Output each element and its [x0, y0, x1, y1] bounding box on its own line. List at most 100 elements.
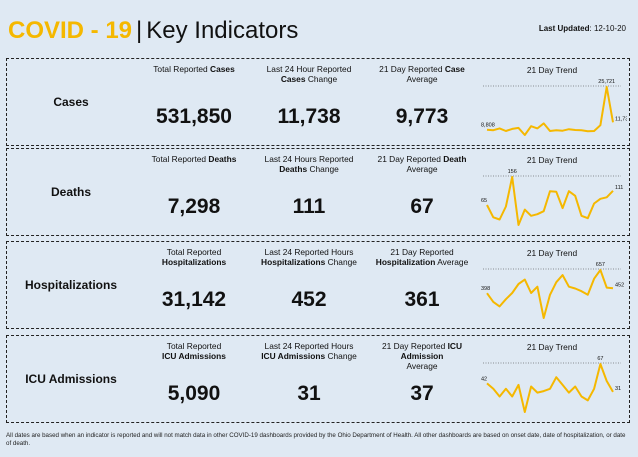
- row-label-icu: ICU Admissions: [25, 372, 117, 386]
- last-updated: Last Updated: 12-10-20: [538, 24, 626, 33]
- hospitalizations-panel: Hospitalizations Total Reported Hospital…: [6, 241, 630, 329]
- trend-peak-label: 67: [597, 356, 603, 362]
- caption-bold: Hospitalization: [375, 257, 436, 267]
- caption-text: Total Reported: [166, 341, 222, 351]
- trend-line: [486, 176, 614, 226]
- cases-change-metric: Last 24 Hour Reported Cases Change 11,73…: [250, 59, 368, 147]
- caption-text: Change: [325, 257, 357, 267]
- caption-bold: Cases: [280, 74, 306, 84]
- caption-text: Average: [406, 74, 438, 84]
- caption-text: Average: [406, 361, 438, 371]
- cases-change-value: 11,738: [277, 105, 341, 128]
- cases-average-value: 9,773: [395, 105, 449, 128]
- caption-text: 21 Day Reported: [377, 154, 444, 164]
- icu-trend: 21 Day Trend 42 67 31: [477, 336, 627, 422]
- deaths-sparkline: 65 156 111: [481, 169, 623, 226]
- cases-sparkline: 8,808 25,721 11,738: [481, 79, 627, 136]
- metric-caption: 21 Day Reported ICU Admission Average: [363, 336, 481, 371]
- icu-total-metric: Total Reported ICU Admissions 5,090: [135, 336, 253, 424]
- caption-text: Total Reported: [166, 247, 222, 257]
- metric-caption: Last 24 Hours Reported Deaths Change: [250, 149, 368, 176]
- trend-caption: 21 Day Trend: [526, 155, 578, 165]
- caption-text: Change: [325, 351, 357, 361]
- caption-text: 21 Day Reported: [390, 247, 454, 257]
- last-updated-label: Last Updated: [538, 24, 590, 33]
- trend-caption: 21 Day Trend: [526, 65, 578, 75]
- deaths-change-metric: Last 24 Hours Reported Deaths Change 111: [250, 149, 368, 237]
- deaths-total-value: 7,298: [167, 195, 221, 218]
- hospitalizations-change-value: 452: [291, 288, 327, 311]
- trend-end-label: 11,738: [615, 116, 627, 122]
- covid-title: COVID - 19: [8, 17, 133, 44]
- icu-average-value: 37: [410, 382, 434, 405]
- caption-text: Last 24 Reported Hours: [264, 341, 354, 351]
- hospitalizations-average-metric: 21 Day Reported Hospitalization Average …: [363, 242, 481, 330]
- trend-line: [486, 86, 614, 136]
- caption-bold: Death: [443, 154, 467, 164]
- metric-caption: Last 24 Reported Hours Hospitalizations …: [250, 242, 368, 269]
- caption-bold: ICU Admissions: [162, 351, 226, 361]
- caption-text: Change: [307, 164, 339, 174]
- caption-text: Change: [305, 74, 338, 84]
- metric-caption: Total Reported Hospitalizations: [135, 242, 253, 269]
- icu-change-metric: Last 24 Reported Hours ICU Admissions Ch…: [250, 336, 368, 424]
- trend-caption: 21 Day Trend: [526, 248, 578, 258]
- icu-average-metric: 21 Day Reported ICU Admission Average 37: [363, 336, 481, 424]
- trend-line: [486, 269, 614, 319]
- trend-caption: 21 Day Trend: [526, 342, 578, 352]
- trend-start-label: 65: [481, 198, 487, 204]
- header: COVID - 19 | Key Indicators Last Updated: …: [8, 16, 630, 50]
- deaths-trend: 21 Day Trend 65 156 111: [477, 149, 627, 235]
- deaths-average-metric: 21 Day Reported Death Average 67: [363, 149, 481, 237]
- trend-line: [486, 363, 614, 413]
- caption-text: Total Reported: [151, 154, 209, 164]
- caption-bold: Hospitalizations: [261, 257, 326, 267]
- row-label-deaths: Deaths: [50, 185, 91, 199]
- metric-caption: Total Reported ICU Admissions: [135, 336, 253, 363]
- trend-start-label: 42: [481, 376, 487, 382]
- metric-caption: Last 24 Hour Reported Cases Change: [250, 59, 368, 86]
- caption-bold: Hospitalizations: [161, 257, 227, 267]
- trend-end-label: 111: [615, 185, 623, 191]
- trend-peak-label: 657: [596, 262, 605, 268]
- trend-peak-label: 156: [508, 169, 517, 175]
- hospitalizations-total-value: 31,142: [161, 288, 227, 311]
- hospitalizations-total-metric: Total Reported Hospitalizations 31,142: [135, 242, 253, 330]
- metric-caption: 21 Day Reported Death Average: [363, 149, 481, 176]
- metric-caption: Last 24 Reported Hours ICU Admissions Ch…: [250, 336, 368, 363]
- caption-text: Last 24 Hours Reported: [264, 154, 354, 164]
- caption-bold: Deaths: [279, 164, 308, 174]
- deaths-panel: Deaths Total Reported Deaths 7,298 Last …: [6, 148, 630, 236]
- title-separator: |: [136, 17, 143, 44]
- caption-text: 21 Day Reported: [381, 341, 448, 351]
- trend-peak-label: 25,721: [598, 79, 615, 85]
- footnote: All dates are based when an indicator is…: [6, 432, 626, 447]
- trend-end-label: 31: [615, 386, 621, 392]
- row-label-hospitalizations: Hospitalizations: [24, 278, 117, 292]
- icu-total-value: 5,090: [167, 382, 221, 405]
- cases-average-metric: 21 Day Reported Case Average 9,773: [363, 59, 481, 147]
- metric-caption: 21 Day Reported Hospitalization Average: [363, 242, 481, 269]
- hospitalizations-trend: 21 Day Trend 398 657 452: [477, 242, 627, 328]
- metric-caption: 21 Day Reported Case Average: [363, 59, 481, 86]
- caption-bold: Case: [444, 64, 465, 74]
- last-updated-value: 12-10-20: [593, 24, 626, 33]
- trend-start-label: 8,808: [481, 123, 495, 129]
- key-indicators-title: Key Indicators: [146, 17, 299, 44]
- caption-bold: ICU Admission: [400, 341, 463, 361]
- icu-sparkline: 42 67 31: [481, 356, 621, 413]
- caption-bold: Cases: [210, 64, 235, 74]
- cases-total-metric: Total Reported Cases 531,850: [135, 59, 253, 147]
- caption-bold: ICU Admissions: [261, 351, 326, 361]
- icu-panel: ICU Admissions Total Reported ICU Admiss…: [6, 335, 630, 423]
- caption-text: Average: [406, 164, 438, 174]
- metric-caption: Total Reported Cases: [135, 59, 253, 86]
- caption-text: 21 Day Reported: [379, 64, 445, 74]
- hospitalizations-change-metric: Last 24 Reported Hours Hospitalizations …: [250, 242, 368, 330]
- caption-bold: Deaths: [208, 154, 237, 164]
- caption-text: Last 24 Reported Hours: [264, 247, 354, 257]
- caption-text: Last 24 Hour Reported: [266, 64, 352, 74]
- deaths-total-metric: Total Reported Deaths 7,298: [135, 149, 253, 237]
- icu-change-value: 31: [297, 382, 321, 405]
- cases-panel: Cases Total Reported Cases 531,850 Last …: [6, 58, 630, 146]
